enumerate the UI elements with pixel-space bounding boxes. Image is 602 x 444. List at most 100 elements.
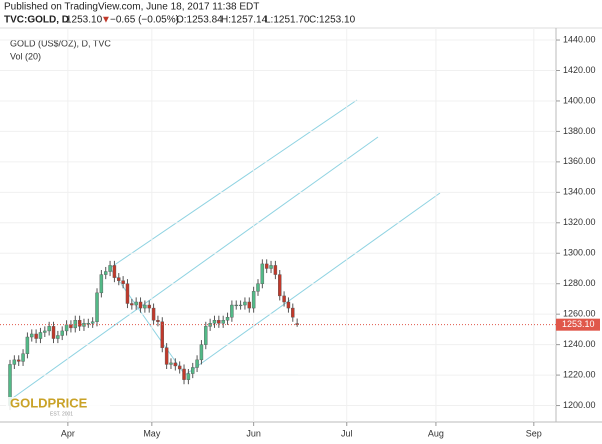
candle-body [286, 301, 291, 309]
candle-body [56, 335, 60, 339]
y-tick-label: 1280.00 [563, 278, 596, 288]
candle-body [230, 304, 234, 318]
channel-handle [109, 267, 186, 376]
x-tick-label: May [143, 428, 161, 438]
candle-body [247, 301, 252, 309]
x-tick-label: Jul [341, 428, 353, 438]
candle-body [21, 353, 25, 362]
y-tick-label: 1400.00 [563, 95, 596, 105]
published: Published on TradingView.com, June 18, 2… [4, 2, 259, 13]
open: O:1253.84 [176, 15, 223, 26]
legend: TVC:GOLD, D 1253.10 ▼ −0.65 (−0.05%) O:1… [4, 15, 356, 26]
logo: GOLDPRICE EST. 2001 [6, 395, 110, 417]
x-tick-label: Sep [526, 428, 542, 438]
candle-body [103, 271, 108, 275]
candle-body [90, 321, 95, 324]
chart-title: GOLD (US$/OZ), D, TVC [10, 38, 111, 48]
change: −0.65 (−0.05%) [110, 15, 179, 26]
candle-body [95, 292, 99, 322]
candle-body [134, 301, 138, 306]
candle-body [16, 359, 21, 362]
candle-body [143, 304, 147, 309]
candle-body [108, 265, 112, 272]
candle-body [204, 326, 208, 345]
candle-body [260, 263, 265, 284]
candle-body [147, 304, 151, 309]
candle-body [282, 295, 286, 303]
y-tick-label: 1420.00 [563, 65, 596, 75]
y-tick-label: 1360.00 [563, 156, 596, 166]
candle-body [177, 365, 182, 370]
candle-body [256, 283, 260, 292]
candle-body [264, 263, 269, 269]
candle-body [12, 359, 17, 365]
candle-body [77, 320, 82, 327]
x-tick-label: Jun [246, 428, 261, 438]
candle-body [225, 317, 230, 321]
candle-body [243, 301, 247, 306]
x-tick-label: Apr [61, 428, 75, 438]
y-tick-label: 1300.00 [563, 248, 596, 258]
y-tick-label: 1440.00 [563, 34, 596, 44]
candle-body [169, 362, 173, 365]
candle-body [234, 304, 238, 307]
candle-body [125, 283, 130, 304]
y-tick-label: 1260.00 [563, 309, 596, 319]
y-tick-label: 1380.00 [563, 126, 596, 136]
candle-body [130, 303, 134, 306]
y-tick-label: 1200.00 [563, 400, 596, 410]
candle-body [164, 347, 169, 365]
candle-body [47, 326, 51, 332]
x-tick-label: Aug [428, 428, 444, 438]
plot: 1200.00 1220.00 1240.00 1260.00 1280.00 1300.… [0, 28, 600, 438]
candle-body [156, 320, 160, 322]
candle-body [151, 307, 156, 321]
candle-body [25, 336, 30, 354]
candle-body [212, 320, 217, 324]
logo-bg [6, 397, 110, 415]
candle-body [199, 344, 204, 361]
candle-body [221, 320, 225, 324]
y-tick-label: 1340.00 [563, 187, 596, 197]
y-tick-label: 1320.00 [563, 217, 596, 227]
arrow: ▼ [101, 15, 111, 26]
channel-upper [109, 99, 358, 269]
high: H:1257.14 [221, 15, 268, 26]
candle-body [182, 368, 186, 380]
candle-body [278, 274, 282, 297]
close: C:1253.10 [309, 15, 356, 26]
logo-name: GOLDPRICE [10, 395, 88, 410]
candle-body [195, 359, 199, 368]
y-tick-label: 1240.00 [563, 339, 596, 349]
candle-body [238, 304, 243, 307]
candle-body [73, 320, 77, 329]
candle-body [69, 324, 73, 329]
low: L:1251.70 [265, 15, 310, 26]
candle-body [269, 265, 273, 269]
candle-body [217, 320, 221, 324]
candle-body [38, 332, 43, 339]
candle-body [34, 333, 38, 339]
channel-median [9, 136, 379, 401]
logo-tag: EST. 2001 [50, 411, 73, 417]
last: 1253.10 [66, 15, 103, 26]
candle-body [273, 265, 278, 275]
symbol: TVC:GOLD, D [4, 15, 69, 26]
candle-body [173, 362, 178, 367]
candle-body [51, 326, 56, 339]
candle-body [112, 265, 117, 278]
candle-body [64, 324, 69, 332]
candle-body [191, 367, 195, 374]
last-price-box [556, 318, 600, 331]
candle-body [99, 274, 104, 294]
candle-body [43, 330, 47, 333]
candle-body [82, 323, 86, 327]
candle-body [186, 373, 191, 380]
y-tick-label: 1220.00 [563, 369, 596, 379]
candle-body [60, 330, 64, 336]
candle-body [86, 323, 91, 325]
candle-body [251, 291, 256, 309]
